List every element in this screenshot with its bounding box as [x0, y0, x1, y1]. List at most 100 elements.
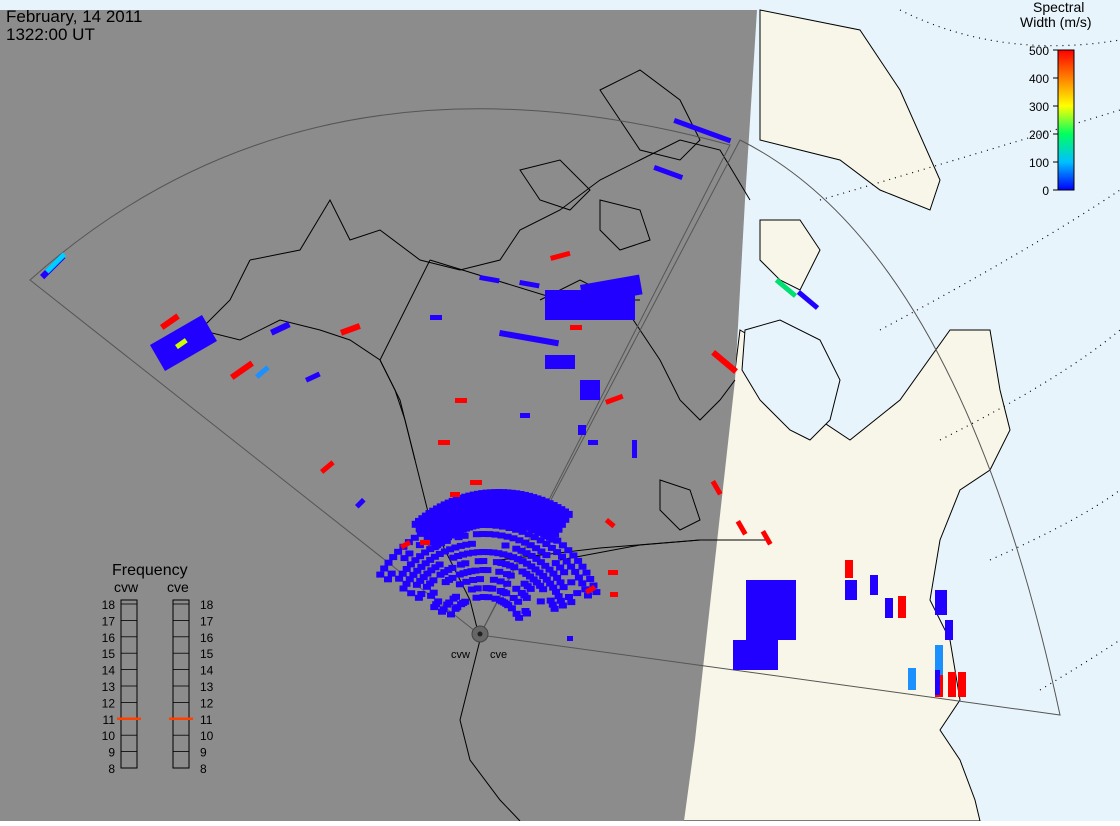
- scatter-cell: [461, 599, 469, 605]
- scatter-cell: [385, 560, 393, 566]
- frequency-tick-right: 16: [200, 631, 214, 645]
- scatter-cell: [384, 576, 392, 582]
- scatter-cell: [948, 672, 956, 697]
- scatter-cell: [870, 575, 878, 595]
- scatter-cell: [527, 586, 535, 592]
- scatter-cell: [945, 620, 953, 640]
- scatter-cell: [436, 562, 444, 568]
- scatter-cell: [469, 577, 477, 583]
- colorbar-tick-label: 300: [1029, 100, 1049, 114]
- scatter-cell: [908, 668, 916, 690]
- colorbar-title-line1: Spectral: [1033, 0, 1084, 15]
- frequency-tick-right: 8: [200, 762, 207, 776]
- scatter-cell: [380, 566, 388, 572]
- frequency-title: Frequency: [112, 562, 188, 579]
- frequency-tick-left: 12: [102, 696, 116, 710]
- frequency-tick-right: 11: [200, 713, 213, 727]
- scatter-cell: [507, 573, 515, 579]
- scatter-cell: [515, 615, 523, 621]
- scatter-cell: [510, 564, 518, 570]
- scatter-cell: [567, 599, 575, 605]
- scatter-cell: [450, 492, 460, 497]
- scatter-cell: [471, 568, 479, 574]
- frequency-tick-left: 18: [102, 598, 116, 612]
- frequency-tick-left: 17: [102, 614, 116, 628]
- colorbar-title-line2: Width (m/s): [1020, 14, 1092, 30]
- scatter-cell: [885, 598, 893, 618]
- scatter-cell: [473, 595, 481, 601]
- scatter-cell: [898, 596, 906, 618]
- scatter-cell: [560, 584, 568, 590]
- scatter-cell: [484, 594, 492, 600]
- scatter-cell: [476, 576, 484, 582]
- scatter-cell: [508, 605, 516, 611]
- scatter-cell: [559, 603, 567, 609]
- frequency-tick-left: 9: [108, 746, 115, 760]
- scatter-cell: [570, 325, 582, 330]
- frequency-tick-right: 14: [200, 664, 214, 678]
- scatter-cell: [845, 560, 853, 578]
- scatter-cell: [461, 560, 469, 566]
- scatter-cell: [430, 315, 442, 320]
- scatter-cell: [502, 543, 510, 549]
- frequency-tick-right: 10: [200, 729, 214, 743]
- frequency-tick-right: 13: [200, 680, 214, 694]
- radar-label-cve: cve: [490, 649, 507, 661]
- scatter-cell: [449, 575, 457, 581]
- colorbar-tick-label: 500: [1029, 44, 1049, 58]
- scatter-cell: [542, 552, 550, 558]
- scatter-cell: [564, 547, 572, 553]
- scatter-cell: [447, 611, 455, 617]
- frequency-tick-left: 11: [103, 713, 116, 727]
- scatter-cell: [610, 592, 618, 597]
- radar-label-cvw: cvw: [451, 649, 470, 661]
- scatter-cell: [935, 670, 940, 695]
- frequency-tick-left: 13: [102, 680, 116, 694]
- scatter-cell: [573, 590, 581, 596]
- freq-radar-label-cvw: cvw: [114, 579, 139, 595]
- date-label: February, 14 2011: [6, 8, 142, 25]
- scatter-cell: [438, 440, 450, 445]
- scatter-cell: [479, 558, 487, 564]
- scatter-cell: [569, 552, 577, 558]
- scatter-cell: [567, 636, 573, 641]
- colorbar-tick-label: 0: [1042, 184, 1049, 198]
- scatter-cell: [586, 576, 594, 582]
- scatter-cell: [503, 581, 511, 587]
- scatter-cell: [502, 590, 510, 596]
- frequency-tick-left: 10: [102, 729, 116, 743]
- scatter-cell: [608, 570, 618, 575]
- scatter-cell: [575, 575, 583, 581]
- scatter-cell: [958, 672, 966, 697]
- scatter-cell: [632, 440, 637, 458]
- scatter-cell: [483, 567, 491, 573]
- scatter-cell: [567, 564, 575, 570]
- scatter-cell: [495, 569, 503, 575]
- scatter-cell: [388, 571, 396, 577]
- scatter-cell: [566, 511, 573, 518]
- freq-radar-label-cve: cve: [167, 579, 189, 595]
- scatter-cell: [448, 565, 456, 571]
- scatter-cell: [523, 595, 531, 601]
- scatter-cell: [571, 569, 579, 575]
- scatter-cell: [474, 585, 482, 591]
- scatter-cell: [560, 569, 568, 575]
- scatter-cell: [429, 577, 437, 583]
- scatter-cell: [578, 580, 586, 586]
- radar-site-dot: [478, 632, 483, 637]
- colorbar-tick-label: 200: [1029, 128, 1049, 142]
- scatter-cell: [588, 440, 598, 445]
- scatter-cell: [539, 586, 547, 592]
- scatter-cell: [574, 558, 582, 564]
- scatter-cell: [551, 606, 559, 612]
- scatter-cell: [935, 590, 947, 615]
- scatter-cell: [567, 579, 575, 585]
- frequency-tick-left: 8: [108, 762, 115, 776]
- scatter-cell: [389, 554, 397, 560]
- frequency-tick-right: 9: [200, 746, 207, 760]
- scatter-cell: [580, 380, 600, 400]
- scatter-cell: [523, 611, 531, 617]
- scatter-cell: [514, 599, 522, 605]
